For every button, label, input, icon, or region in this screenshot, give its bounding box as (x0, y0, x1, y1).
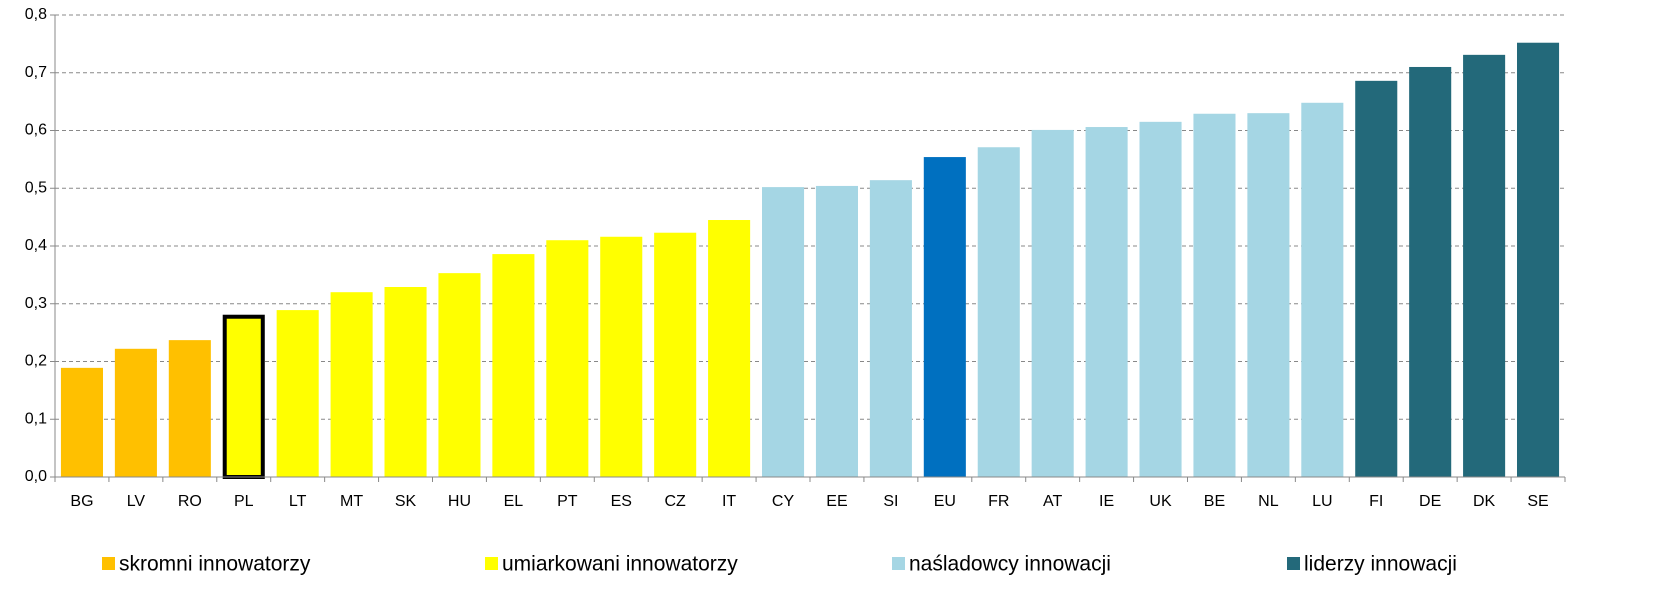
x-tick-label: DK (1473, 493, 1496, 510)
x-tick-label: EE (826, 493, 847, 510)
x-tick-label: PT (557, 493, 578, 510)
x-tick-label: NL (1258, 493, 1279, 510)
bar (600, 236, 643, 477)
bar (923, 157, 966, 477)
bar (276, 310, 319, 477)
bar (1517, 42, 1560, 477)
bar (384, 287, 427, 477)
x-tick-label: PL (234, 493, 254, 510)
y-tick-label: 0,0 (25, 468, 47, 485)
x-tick-label: FI (1369, 493, 1383, 510)
bar (977, 147, 1020, 477)
x-tick-label: IE (1099, 493, 1114, 510)
bar (869, 180, 912, 478)
bar (762, 187, 805, 477)
x-tick-label: LT (289, 493, 307, 510)
bar (1409, 66, 1452, 477)
bar (330, 292, 373, 477)
y-tick-label: 0,7 (25, 64, 47, 81)
bar (654, 232, 697, 477)
x-tick-label: UK (1149, 493, 1172, 510)
legend-label: umiarkowani innowatorzy (502, 553, 738, 576)
x-tick-label: HU (448, 493, 471, 510)
y-tick-label: 0,2 (25, 353, 47, 370)
x-tick-label: IT (722, 493, 736, 510)
bar (708, 220, 751, 477)
x-tick-label: AT (1043, 493, 1062, 510)
x-tick-label: SK (395, 493, 417, 510)
y-tick-label: 0,6 (25, 122, 47, 139)
bar (492, 254, 535, 477)
y-tick-label: 0,3 (25, 295, 47, 312)
x-tick-label: ES (611, 493, 632, 510)
y-tick-label: 0,8 (25, 6, 47, 23)
y-tick-label: 0,1 (25, 410, 47, 427)
x-tick-label: SI (883, 493, 898, 510)
y-tick-label: 0,4 (25, 237, 47, 254)
bar (546, 240, 589, 477)
x-tick-label: LV (127, 493, 146, 510)
bar (114, 348, 157, 477)
bar (1193, 113, 1236, 477)
legend-swatch (892, 557, 905, 570)
legend-swatch (1287, 557, 1300, 570)
bar (815, 185, 858, 477)
x-tick-label: CZ (665, 493, 687, 510)
bar (1247, 113, 1290, 478)
x-tick-label: RO (178, 493, 202, 510)
x-tick-label: EU (934, 493, 956, 510)
bar (1463, 54, 1506, 477)
bar (1085, 127, 1128, 477)
y-tick-label: 0,5 (25, 179, 47, 196)
legend-swatch (485, 557, 498, 570)
bar (168, 340, 211, 477)
x-tick-label: EL (504, 493, 524, 510)
x-tick-label: CY (772, 493, 795, 510)
x-tick-label: LU (1312, 493, 1332, 510)
legend-label: naśladowcy innowacji (909, 553, 1111, 576)
bar (1355, 80, 1398, 478)
x-tick-label: FR (988, 493, 1009, 510)
bar (1301, 102, 1344, 477)
legend-label: skromni innowatorzy (119, 553, 311, 576)
x-tick-label: BG (70, 493, 93, 510)
x-tick-label: MT (340, 493, 363, 510)
legend-swatch (102, 557, 115, 570)
bar (222, 314, 265, 479)
x-tick-label: DE (1419, 493, 1441, 510)
bar (60, 367, 103, 477)
x-tick-label: SE (1527, 493, 1548, 510)
bar (1031, 129, 1074, 478)
bar (1139, 121, 1182, 478)
bar (438, 273, 481, 477)
x-tick-label: BE (1204, 493, 1225, 510)
legend-label: liderzy innowacji (1304, 553, 1457, 576)
